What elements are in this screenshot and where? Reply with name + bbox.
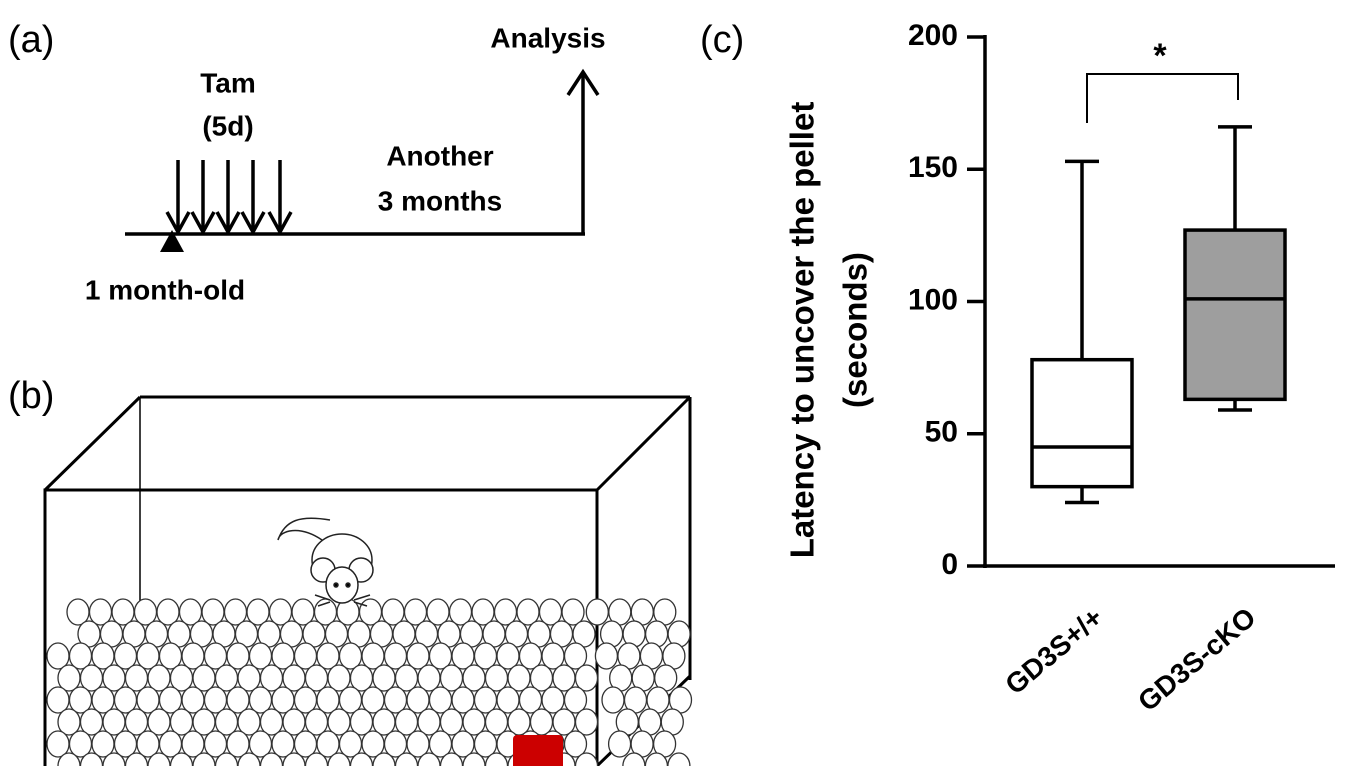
- mouse: [278, 518, 373, 606]
- figure: (a) (b) (c) Tam (5d) Analysis Another 3 …: [0, 0, 1347, 766]
- y-tick-label: 200: [908, 19, 958, 52]
- ball: [602, 687, 624, 713]
- box-chart: Latency to uncover the pellet (seconds) …: [784, 19, 1335, 717]
- bracket: [1087, 74, 1238, 123]
- box: [1185, 230, 1285, 399]
- x-tick-label: GD3S-cKO: [1132, 602, 1262, 718]
- start-age: 1 month-old: [85, 274, 245, 305]
- interval: 3 months: [378, 185, 502, 216]
- y-tick-label: 0: [941, 548, 958, 581]
- interval: Another: [386, 140, 493, 171]
- y-tick-label: 50: [925, 416, 958, 449]
- ball: [595, 643, 617, 669]
- pellet: [513, 735, 563, 766]
- box: [1032, 360, 1132, 487]
- y-axis-label: (seconds): [837, 252, 874, 408]
- y-tick-label: 100: [908, 283, 958, 316]
- treatment: Tam: [200, 67, 256, 98]
- x-tick-label: GD3S+/+: [999, 602, 1108, 701]
- ball: [609, 731, 631, 757]
- duration: (5d): [202, 110, 253, 141]
- significance: *: [1153, 37, 1167, 75]
- endpoint: Analysis: [490, 22, 605, 53]
- panel-label: (b): [8, 375, 54, 417]
- timeline: [125, 72, 598, 234]
- bedding: [47, 599, 692, 766]
- ball: [586, 599, 608, 625]
- panel-label: (c): [700, 19, 744, 61]
- panel-label: (a): [8, 19, 54, 61]
- y-axis-label: Latency to uncover the pellet: [784, 102, 821, 559]
- y-tick-label: 150: [908, 151, 958, 184]
